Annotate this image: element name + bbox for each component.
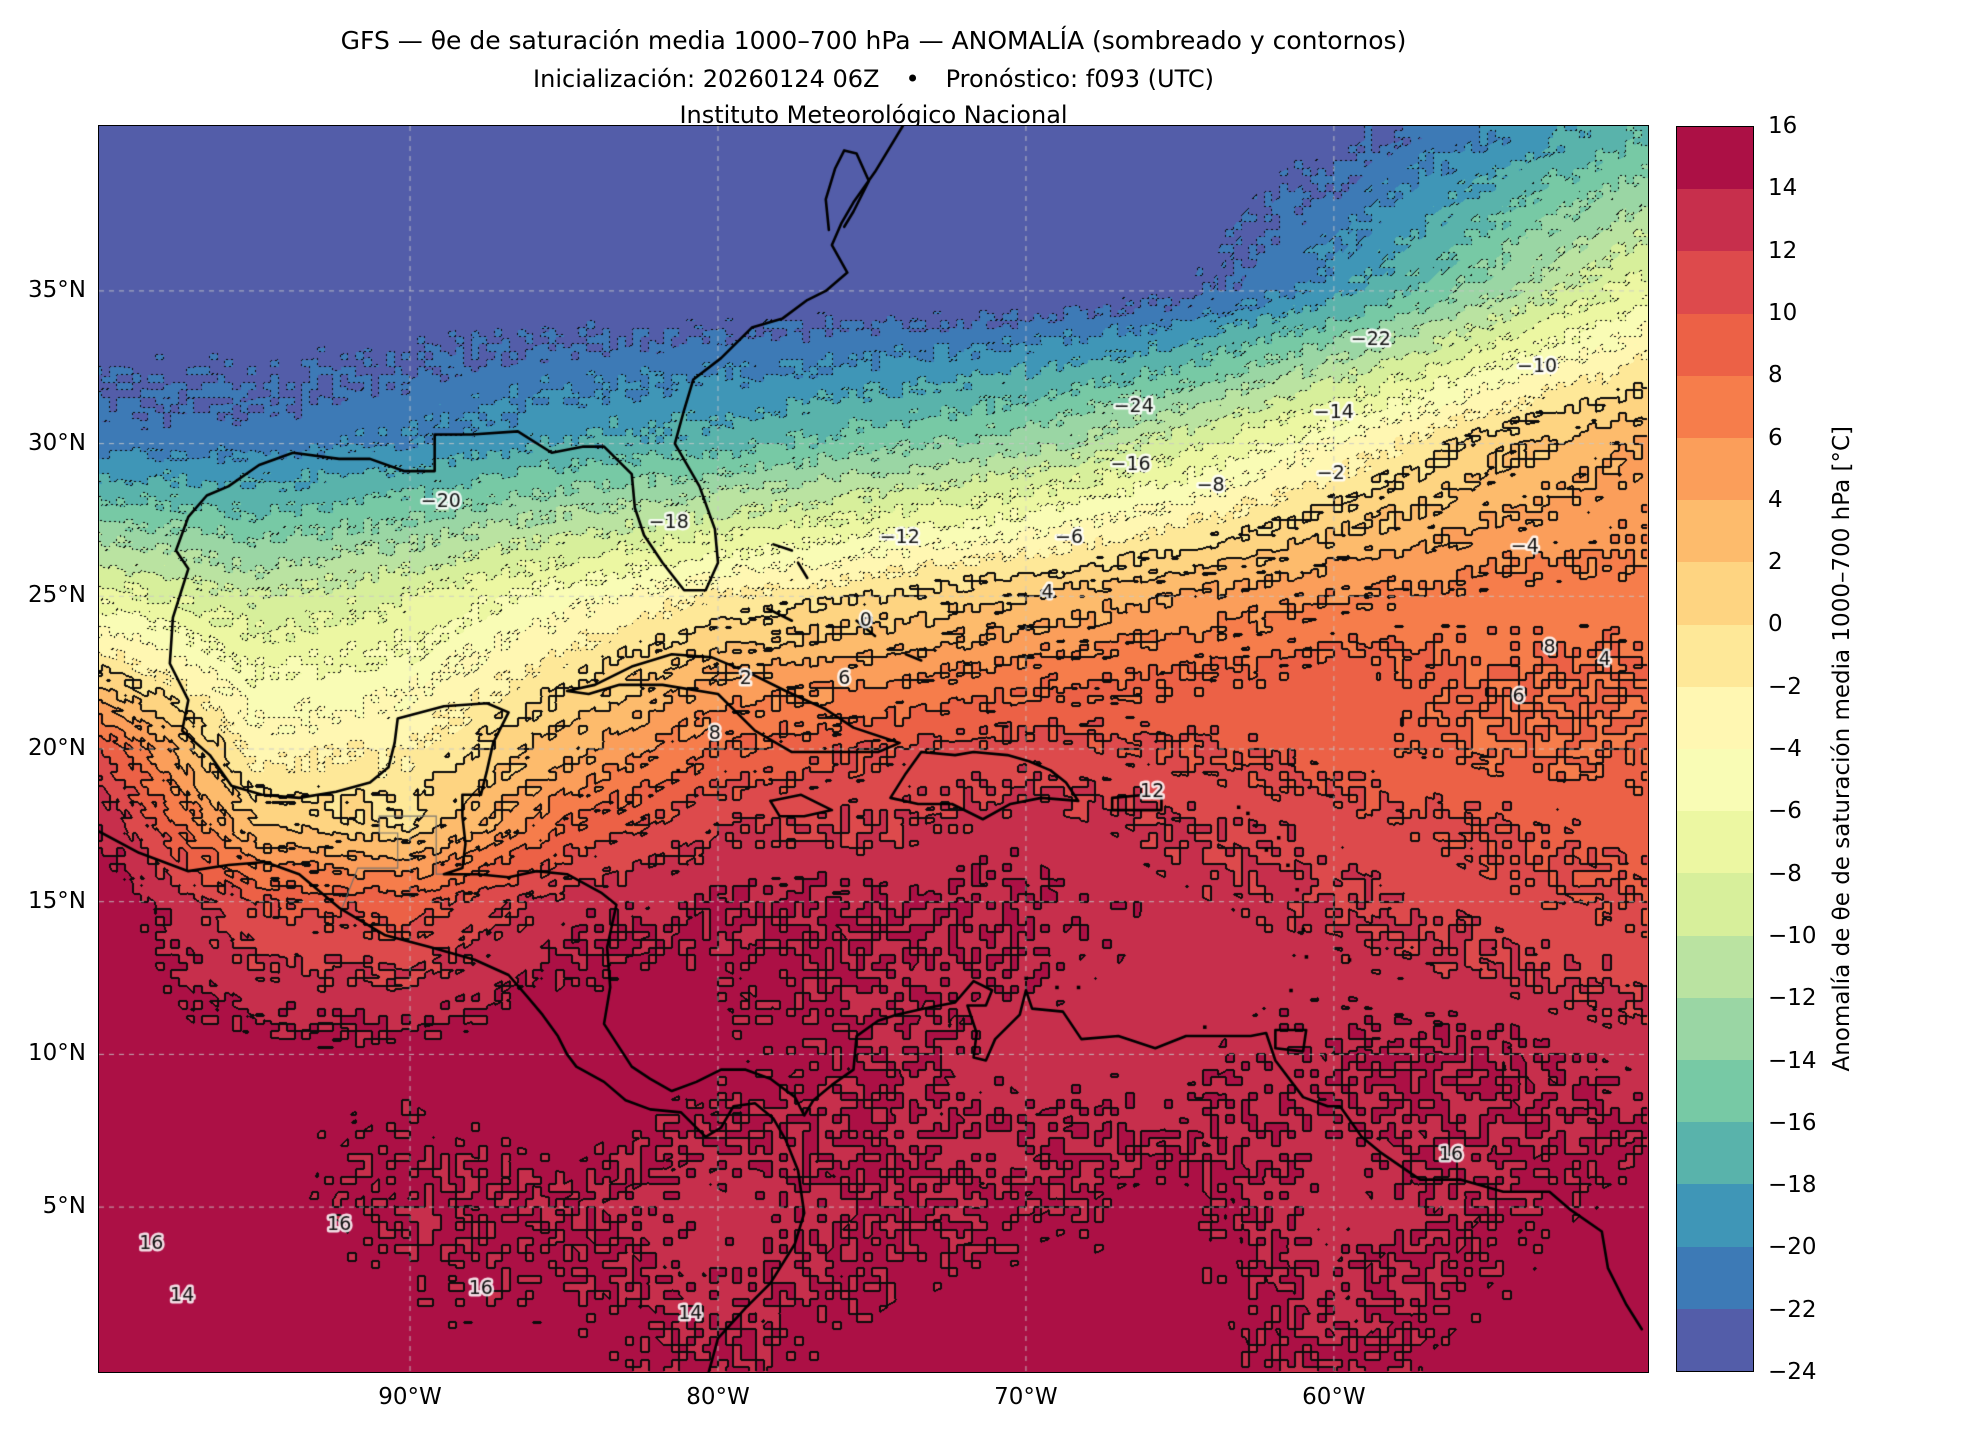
- colorbar-segment: [1677, 997, 1753, 1061]
- init-time-label: Inicialización: 20260124 06Z: [533, 64, 880, 93]
- colorbar-tick-label: −6: [1768, 798, 1802, 825]
- forecast-label: Pronóstico: f093 (UTC): [945, 64, 1214, 93]
- colorbar-tick-label: −10: [1768, 922, 1817, 949]
- colorbar-tick-label: −24: [1768, 1359, 1817, 1385]
- colorbar-tick-label: −2: [1768, 673, 1802, 700]
- colorbar-tick-label: −18: [1768, 1172, 1817, 1199]
- colorbar-segment: [1677, 127, 1753, 190]
- colorbar-segment: [1677, 1308, 1753, 1372]
- chart-subtitle: Inicialización: 20260124 06Z • Pronóstic…: [99, 63, 1648, 95]
- colorbar: [1676, 126, 1754, 1372]
- y-axis-tick-label: 10°N: [28, 1040, 86, 1067]
- colorbar-tick-label: 10: [1768, 299, 1798, 326]
- colorbar-segment: [1677, 375, 1753, 439]
- y-axis-tick-label: 25°N: [28, 582, 86, 609]
- colorbar-segment: [1677, 624, 1753, 687]
- colorbar-tick-label: 6: [1768, 424, 1783, 451]
- y-axis-tick-label: 20°N: [28, 735, 86, 761]
- colorbar-segment: [1677, 189, 1753, 252]
- colorbar-segment: [1677, 500, 1753, 563]
- y-axis-tick-label: 5°N: [42, 1193, 86, 1220]
- chart-title-block: GFS — θe de saturación media 1000–700 hP…: [99, 24, 1648, 132]
- colorbar-tick-label: 12: [1768, 237, 1798, 264]
- colorbar-tick-label: −8: [1768, 860, 1802, 887]
- subtitle-separator: •: [905, 64, 920, 93]
- colorbar-segment: [1677, 313, 1753, 376]
- colorbar-tick-label: 16: [1768, 113, 1798, 139]
- y-axis-tick-label: 30°N: [28, 429, 86, 456]
- colorbar-tick-label: −22: [1768, 1296, 1817, 1323]
- colorbar-segment: [1677, 935, 1753, 998]
- colorbar-tick-label: 2: [1768, 549, 1783, 576]
- colorbar-tick-label: 14: [1768, 175, 1798, 202]
- colorbar-segment: [1677, 562, 1753, 625]
- colorbar-tick-label: −16: [1768, 1109, 1817, 1136]
- x-axis-tick-label: 80°W: [686, 1384, 750, 1410]
- colorbar-tick-label: 0: [1768, 611, 1783, 638]
- colorbar-segment: [1677, 251, 1753, 314]
- colorbar-segment: [1677, 1122, 1753, 1185]
- x-axis-tick-label: 60°W: [1302, 1384, 1366, 1410]
- y-axis-tick-label: 15°N: [28, 887, 86, 914]
- colorbar-segment: [1677, 1184, 1753, 1247]
- colorbar-segment: [1677, 749, 1753, 812]
- x-axis-tick-label: 70°W: [994, 1384, 1058, 1410]
- colorbar-segment: [1677, 873, 1753, 936]
- chart-title: GFS — θe de saturación media 1000–700 hP…: [340, 26, 1407, 55]
- y-axis-tick-label: 35°N: [28, 276, 86, 303]
- colorbar-tick-label: 4: [1768, 486, 1783, 513]
- colorbar-axis-label: Anomalía de θe de saturación media 1000–…: [1829, 426, 1855, 1072]
- x-axis-tick-label: 90°W: [378, 1384, 442, 1410]
- colorbar-segment: [1677, 438, 1753, 501]
- institution-label: Instituto Meteorológico Nacional: [679, 101, 1068, 130]
- colorbar-segment: [1677, 811, 1753, 874]
- colorbar-tick-label: −14: [1768, 1047, 1817, 1074]
- colorbar-segment: [1677, 1060, 1753, 1123]
- colorbar-tick-label: −20: [1768, 1234, 1817, 1261]
- colorbar-segment: [1677, 686, 1753, 750]
- colorbar-segment: [1677, 1246, 1753, 1309]
- colorbar-tick-label: 8: [1768, 362, 1783, 389]
- anomaly-map-canvas: [99, 126, 1648, 1372]
- colorbar-tick-label: −12: [1768, 985, 1817, 1012]
- colorbar-tick-label: −4: [1768, 736, 1802, 762]
